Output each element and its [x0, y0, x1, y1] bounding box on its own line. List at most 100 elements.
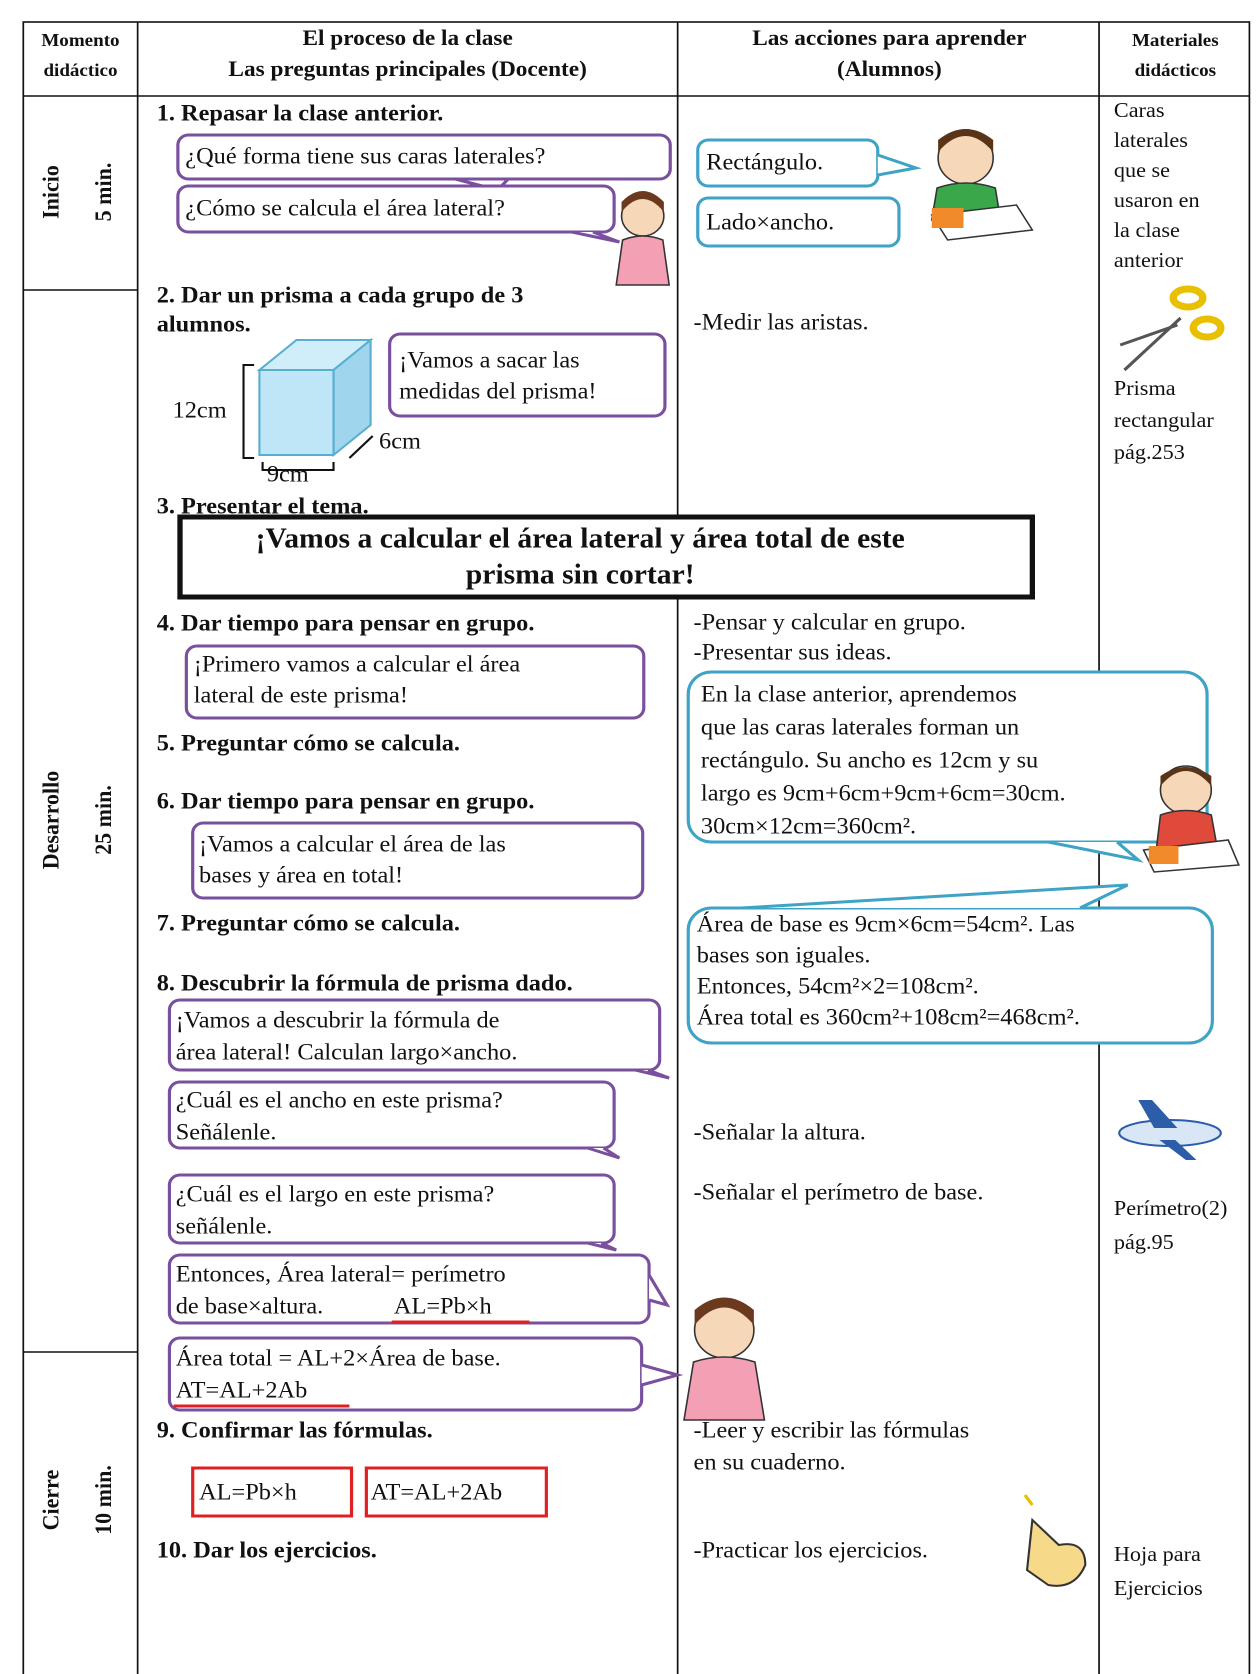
step-group: 4. Dar tiempo para pensar en grupo. — [157, 611, 535, 636]
step: 10. Dar los ejercicios. — [157, 1538, 377, 1563]
step-group: 10. Dar los ejercicios. — [157, 1538, 377, 1563]
header-materials: didácticos — [1135, 61, 1216, 81]
header-actions-group: Las acciones para aprender (Alumnos) — [752, 26, 1026, 81]
formula: AT=AL+2Ab — [371, 1480, 503, 1505]
material: laterales — [1114, 128, 1188, 151]
student-answer: que las caras laterales forman un — [701, 715, 1019, 740]
teacher-question: ¡Vamos a descubrir la fórmula de — [176, 1008, 500, 1033]
student-answer: Entonces, 54cm²×2=108cm². — [697, 974, 979, 999]
material: la clase — [1114, 218, 1180, 241]
teacher-question: ¡Primero vamos a calcular el área — [194, 652, 521, 677]
airplane-icon — [1118, 1100, 1222, 1160]
teacher-question: señálenle. — [176, 1214, 273, 1239]
stage-name: Cierre — [38, 1470, 64, 1531]
scissors-icon — [1119, 285, 1225, 372]
student-answer: En la clase anterior, aprendemos — [701, 682, 1017, 707]
teacher-question: ¿Cómo se calcula el área lateral? — [185, 196, 505, 221]
teacher-question-group: Entonces, Área lateral= perímetro de base… — [176, 1262, 506, 1319]
step-group: 8. Descubrir la fórmula de prisma dado. — [157, 971, 573, 996]
student-answer: Lado×ancho. — [706, 210, 834, 235]
student-bubbles — [686, 138, 1214, 1045]
teacher-question-group: ¿Qué forma tiene sus caras laterales? — [185, 144, 545, 169]
material: Caras — [1114, 98, 1165, 121]
material: que se — [1114, 158, 1170, 181]
material: usaron en — [1114, 188, 1200, 211]
teacher-bubbles — [167, 133, 684, 1412]
student-figure — [930, 129, 1034, 241]
step-group: 9. Confirmar las fórmulas. — [157, 1418, 433, 1443]
step: 4. Dar tiempo para pensar en grupo. — [157, 611, 535, 636]
header-moment: Momento — [41, 31, 119, 51]
stage-name: Inicio — [38, 165, 64, 219]
material: rectangular — [1114, 408, 1214, 431]
teacher-question-group: ¡Vamos a calcular el área de las bases y … — [199, 832, 506, 888]
student-action: -Leer y escribir las fórmulas — [694, 1418, 970, 1443]
teacher-question: medidas del prisma! — [399, 379, 596, 404]
pointing-hand-icon — [1023, 1494, 1087, 1587]
student-action-group: -Señalar la altura. — [694, 1120, 866, 1145]
student-action-group: -Pensar y calcular en grupo. -Presentar s… — [694, 610, 966, 665]
student-answer: Área de base es 9cm×6cm=54cm². Las — [697, 912, 1075, 937]
student-action: -Medir las aristas. — [694, 310, 869, 335]
student-action: -Practicar los ejercicios. — [694, 1538, 928, 1563]
prism-dimension: 12cm — [173, 398, 228, 423]
student-action: -Señalar la altura. — [694, 1120, 866, 1145]
step: 2. Dar un prisma a cada grupo de 3 — [157, 283, 524, 308]
student-action: -Presentar sus ideas. — [694, 640, 892, 665]
step-group: 7. Preguntar cómo se calcula. — [157, 911, 460, 936]
step: 7. Preguntar cómo se calcula. — [157, 911, 460, 936]
teacher-question-group: ¡Primero vamos a calcular el área lateral… — [194, 652, 521, 708]
formula: AL=Pb×h — [199, 1480, 297, 1505]
student-action-group: -Señalar el perímetro de base. — [694, 1180, 984, 1205]
stage-time: 25 min. — [91, 785, 117, 855]
student-action-group: -Medir las aristas. — [694, 310, 869, 335]
student-answer-group: Rectángulo. — [706, 150, 823, 175]
student-answer: Rectángulo. — [706, 150, 823, 175]
prism-illustration — [242, 337, 374, 471]
stage-time: 5 min. — [91, 163, 117, 222]
formula-box — [364, 1466, 548, 1518]
header-moment: didáctico — [43, 61, 117, 81]
prism-dimension: 9cm — [267, 462, 310, 487]
student-answer: rectángulo. Su ancho es 12cm y su — [701, 748, 1038, 773]
material-group: Perímetro(2) pág.95 — [1114, 1196, 1228, 1253]
teacher-question-group: ¡Vamos a descubrir la fórmula de área lat… — [176, 1008, 518, 1065]
step: 1. Repasar la clase anterior. — [157, 101, 444, 126]
student-answer: largo es 9cm+6cm+9cm+6cm=30cm. — [701, 781, 1066, 806]
material: Perímetro(2) — [1114, 1196, 1228, 1219]
theme: ¡Vamos a calcular el área lateral y área… — [256, 523, 905, 554]
formula-box — [191, 1466, 354, 1518]
underlined-formula: AL=Pb×h — [394, 1294, 492, 1319]
material: Hoja para — [1114, 1542, 1201, 1565]
teacher-figure — [615, 191, 671, 286]
step-group: 2. Dar un prisma a cada grupo de 3 alumno… — [157, 283, 524, 337]
student-action-group: -Leer y escribir las fórmulas en su cuad… — [694, 1418, 970, 1475]
material: anterior — [1114, 248, 1183, 271]
stage-name: Desarrollo — [38, 771, 64, 870]
teacher-question: de base×altura. — [176, 1294, 324, 1319]
teacher-question: ¿Cuál es el ancho en este prisma? — [176, 1088, 503, 1113]
teacher-question: ¡Vamos a calcular el área de las — [199, 832, 506, 857]
header-process: El proceso de la clase — [302, 26, 512, 50]
theme-box — [177, 514, 1035, 600]
theme-group: ¡Vamos a calcular el área lateral y área… — [256, 523, 905, 590]
material: pág.253 — [1114, 440, 1185, 463]
step-group: 5. Preguntar cómo se calcula. — [157, 731, 460, 756]
student-answer-group: En la clase anterior, aprendemos que las … — [701, 682, 1066, 839]
header-materials: Materiales — [1132, 31, 1219, 51]
student-answer: 30cm×12cm=360cm². — [701, 814, 916, 839]
stage-time: 10 min. — [91, 1465, 117, 1535]
teacher-question: ¡Vamos a sacar las — [399, 348, 579, 373]
step: alumnos. — [157, 312, 251, 337]
step: 5. Preguntar cómo se calcula. — [157, 731, 460, 756]
teacher-question: Entonces, Área lateral= perímetro — [176, 1262, 506, 1287]
teacher-question-group: ¡Vamos a sacar las medidas del prisma! — [399, 348, 596, 404]
student-action: en su cuaderno. — [694, 1450, 846, 1475]
student-answer: bases son iguales. — [697, 943, 871, 968]
teacher-question-group: Área total = AL+2×Área de base. — [176, 1346, 501, 1371]
teacher-question-group: ¿Cuál es el largo en este prisma? señálen… — [176, 1182, 495, 1239]
header-actions: (Alumnos) — [837, 57, 942, 81]
material-group: Hoja para Ejercicios — [1114, 1542, 1203, 1599]
